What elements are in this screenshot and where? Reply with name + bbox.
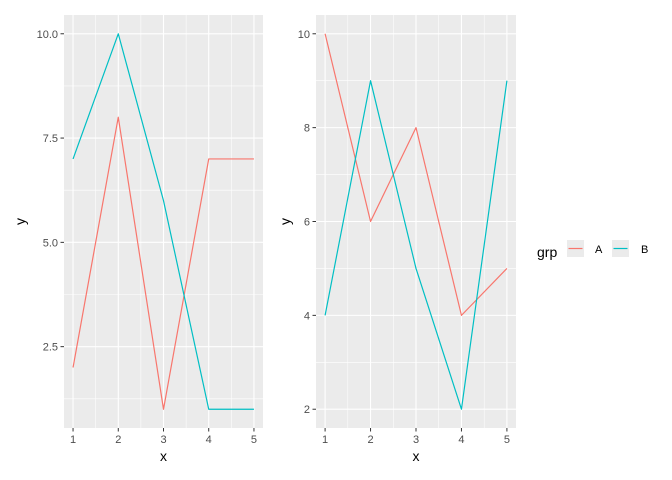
legend-label-a: A bbox=[595, 244, 603, 256]
series-line-b bbox=[324, 80, 508, 410]
panel-left: 1 2 3 4 5 2.5 5.0 7.5 10.0 x y bbox=[12, 15, 263, 464]
panel-right: 1 2 3 4 5 2 4 6 8 10 x y bbox=[277, 15, 516, 464]
y-tick-label: 5.0 bbox=[43, 237, 58, 249]
y-tick-label: 4 bbox=[304, 310, 310, 322]
y-tick-label: 6 bbox=[304, 217, 310, 229]
x-axis-title: x bbox=[413, 448, 420, 464]
y-tick-label: 2.5 bbox=[43, 342, 58, 354]
x-tick-label: 5 bbox=[251, 434, 257, 446]
y-tick-label: 7.5 bbox=[43, 133, 58, 145]
x-tick-label: 4 bbox=[206, 434, 212, 446]
y-axis-title: y bbox=[277, 218, 293, 225]
series-line-b bbox=[72, 33, 254, 410]
x-tick-label: 4 bbox=[458, 434, 464, 446]
x-tick-label: 1 bbox=[322, 434, 328, 446]
y-tick-label: 8 bbox=[304, 123, 310, 135]
x-tick-label: 2 bbox=[367, 434, 373, 446]
x-axis-title: x bbox=[160, 448, 167, 464]
y-tick-label: 10.0 bbox=[37, 29, 58, 41]
x-tick-label: 5 bbox=[504, 434, 510, 446]
x-tick-label: 3 bbox=[413, 434, 419, 446]
y-tick-label: 10 bbox=[298, 29, 310, 41]
x-tick-label: 3 bbox=[160, 434, 166, 446]
y-axis-title: y bbox=[12, 218, 28, 225]
legend-label-b: B bbox=[641, 244, 648, 256]
series-line-a bbox=[72, 116, 254, 410]
x-tick-label: 1 bbox=[70, 434, 76, 446]
x-tick-label: 2 bbox=[115, 434, 121, 446]
legend: grp A B bbox=[537, 240, 648, 260]
legend-title: grp bbox=[537, 244, 557, 260]
y-tick-label: 2 bbox=[304, 404, 310, 416]
